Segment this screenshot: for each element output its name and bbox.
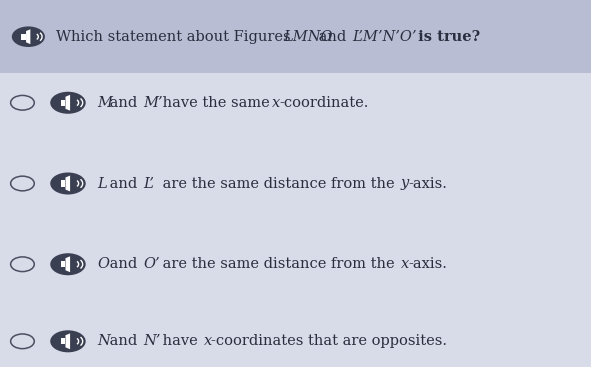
Bar [0,0,591,73]
Bar [60,181,66,186]
Circle shape [12,26,45,47]
Circle shape [50,172,86,195]
Text: -coordinate.: -coordinate. [280,96,369,110]
Text: N: N [98,334,111,348]
Circle shape [50,330,86,352]
Circle shape [50,253,86,275]
Text: y: y [401,177,409,190]
Text: and: and [105,96,142,110]
Text: and: and [105,334,142,348]
Text: LMNO: LMNO [284,30,333,44]
Text: N’: N’ [143,334,160,348]
Text: -coordinates that are opposites.: -coordinates that are opposites. [211,334,447,348]
Text: -axis.: -axis. [408,257,447,271]
Polygon shape [66,175,70,192]
Text: Which statement about Figures: Which statement about Figures [56,30,296,44]
Text: L: L [98,177,107,190]
Text: are the same distance from the: are the same distance from the [158,257,400,271]
Polygon shape [66,256,70,272]
Text: is true?: is true? [413,30,480,44]
Text: M’: M’ [143,96,163,110]
Polygon shape [66,333,70,349]
Bar [60,100,66,106]
Polygon shape [66,95,70,111]
Bar [60,338,66,344]
Text: x: x [401,257,409,271]
Text: and: and [314,30,351,44]
Text: are the same distance from the: are the same distance from the [158,177,400,190]
Text: O’: O’ [143,257,160,271]
Text: M: M [98,96,112,110]
Circle shape [50,92,86,114]
Text: x: x [204,334,212,348]
Polygon shape [26,29,30,44]
Text: have: have [158,334,203,348]
Text: have the same: have the same [158,96,275,110]
Text: O: O [98,257,109,271]
Text: and: and [105,257,142,271]
Bar [21,34,26,40]
Text: -axis.: -axis. [408,177,447,190]
Text: and: and [105,177,142,190]
Bar [60,261,66,267]
Text: L’: L’ [143,177,154,190]
Text: L’M’N’O’: L’M’N’O’ [352,30,417,44]
Text: x: x [272,96,280,110]
